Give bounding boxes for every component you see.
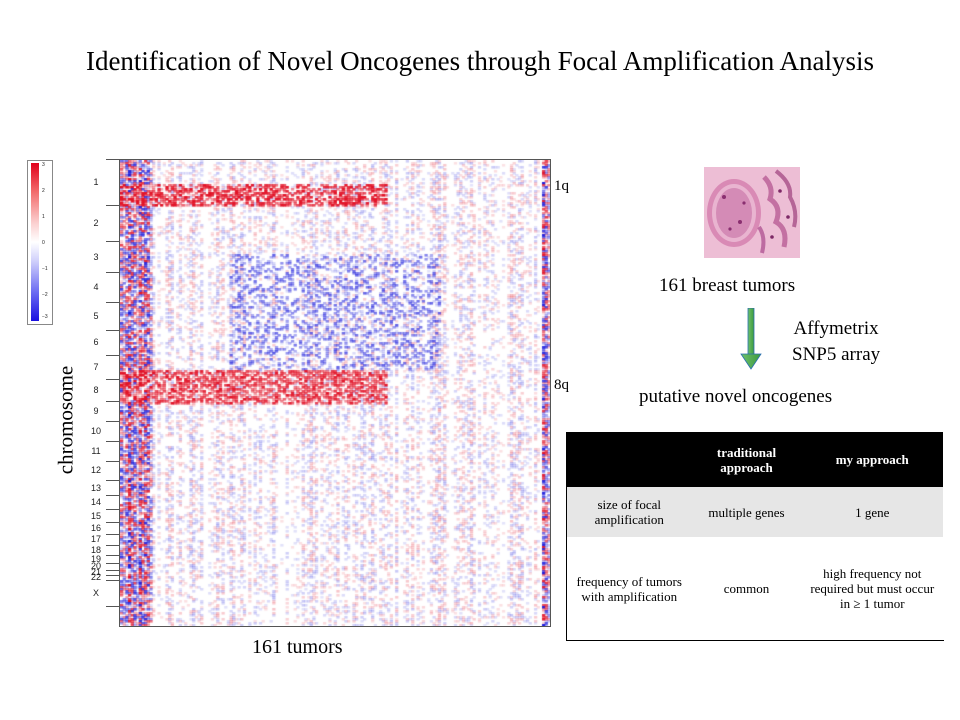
chromosome-boundary-tick: [106, 480, 119, 481]
chromosome-label: 2: [93, 218, 99, 228]
chromosome-label: 15: [90, 511, 101, 521]
chromosome-boundary-tick: [106, 606, 119, 607]
region-label-1q: 1q: [554, 178, 569, 194]
chromosome-boundary-tick: [106, 355, 119, 356]
color-scale-legend: 3 2 1 0 −1 −2 −3: [27, 160, 53, 325]
chromosome-label: 17: [90, 534, 101, 544]
chromosome-boundary-tick: [106, 461, 119, 462]
chromosome-boundary-tick: [106, 570, 119, 571]
scale-tick: −3: [42, 314, 48, 320]
chromosome-boundary-tick: [106, 522, 119, 523]
chromosome-label: 1: [93, 177, 99, 187]
chromosome-label: 5: [93, 311, 99, 321]
chromosome-label: 14: [90, 497, 101, 507]
chromosome-label: 19: [90, 554, 101, 564]
table-row: size of focal amplification multiple gen…: [566, 487, 944, 537]
chromosome-boundary-tick: [106, 441, 119, 442]
table-header-cell: [566, 432, 692, 487]
chromosome-label: 13: [90, 483, 101, 493]
table-cell: size of focal amplification: [566, 487, 692, 537]
platform-label-line1: Affymetrix: [793, 318, 879, 339]
tissue-histology-image: [704, 167, 800, 258]
chromosome-boundary-tick: [106, 330, 119, 331]
chromosome-boundary-tick: [106, 555, 119, 556]
comparison-table: traditional approach my approach size of…: [566, 432, 944, 641]
chromosome-boundary-tick: [106, 159, 119, 160]
chromosome-boundary-tick: [106, 580, 119, 581]
chromosome-label: 4: [93, 282, 99, 292]
table-cell: common: [691, 537, 802, 641]
platform-label-line2: SNP5 array: [792, 344, 881, 365]
table-cell: multiple genes: [691, 487, 802, 537]
chromosome-boundary-tick: [106, 509, 119, 510]
chromosome-boundary-tick: [106, 241, 119, 242]
chromosome-axis: 1 2 3 4 5 6 7 8 9 10 11 12 13 14 15 16 17 18 19 20 21 22 X: [80, 159, 120, 625]
chromosome-boundary-tick: [106, 379, 119, 380]
chromosome-boundary-tick: [106, 563, 119, 564]
chromosome-boundary-tick: [106, 421, 119, 422]
arrow-down-icon: [740, 308, 762, 370]
chromosome-label: 10: [90, 426, 101, 436]
chromosome-boundary-tick: [106, 495, 119, 496]
chromosome-label: 9: [93, 406, 99, 416]
chromosome-label: 21: [90, 567, 101, 577]
chromosome-label: 20: [90, 561, 101, 571]
table-header-cell: my approach: [801, 432, 944, 487]
chromosome-boundary-tick: [106, 545, 119, 546]
scale-tick: 0: [42, 240, 45, 246]
region-label-8q: 8q: [554, 377, 569, 393]
table-cell: 1 gene: [801, 487, 944, 537]
result-label: putative novel oncogenes: [639, 386, 833, 407]
chromosome-boundary-tick: [106, 401, 119, 402]
chromosome-label: 12: [90, 465, 101, 475]
chromosome-boundary-tick: [106, 575, 119, 576]
chromosome-label: 18: [90, 545, 101, 555]
chromosome-boundary-tick: [106, 272, 119, 273]
chromosome-label: 11: [91, 446, 101, 456]
slide-title: Identification of Novel Oncogenes throug…: [85, 46, 875, 76]
chromosome-label: 3: [93, 252, 99, 262]
table-row: frequency of tumors with amplification c…: [566, 537, 944, 641]
sample-label: 161 breast tumors: [659, 275, 796, 296]
chromosome-label: 8: [93, 385, 99, 395]
scale-tick: 2: [42, 188, 45, 194]
table-cell: frequency of tumors with amplification: [566, 537, 692, 641]
chromosome-label: 16: [90, 523, 101, 533]
chromosome-label: 22: [90, 572, 101, 582]
y-axis-label: chromosome: [53, 365, 78, 475]
scale-tick: 3: [42, 162, 45, 168]
table-cell: high frequency not required but must occ…: [801, 537, 944, 641]
chromosome-label: 7: [93, 362, 99, 372]
scale-tick: −1: [42, 266, 48, 272]
chromosome-boundary-tick: [106, 534, 119, 535]
copy-number-heatmap: [119, 159, 551, 627]
chromosome-label: 6: [93, 337, 99, 347]
platform-label: Affymetrix SNP5 array: [792, 316, 880, 368]
table-header-row: traditional approach my approach: [566, 432, 944, 487]
scale-tick: −2: [42, 292, 48, 298]
chromosome-boundary-tick: [106, 302, 119, 303]
table-header-cell: traditional approach: [691, 432, 802, 487]
chromosome-label: X: [92, 588, 99, 598]
chromosome-boundary-tick: [106, 205, 119, 206]
x-axis-label: 161 tumors: [252, 636, 343, 658]
scale-tick: 1: [42, 214, 45, 220]
color-scale-gradient: [31, 163, 39, 321]
